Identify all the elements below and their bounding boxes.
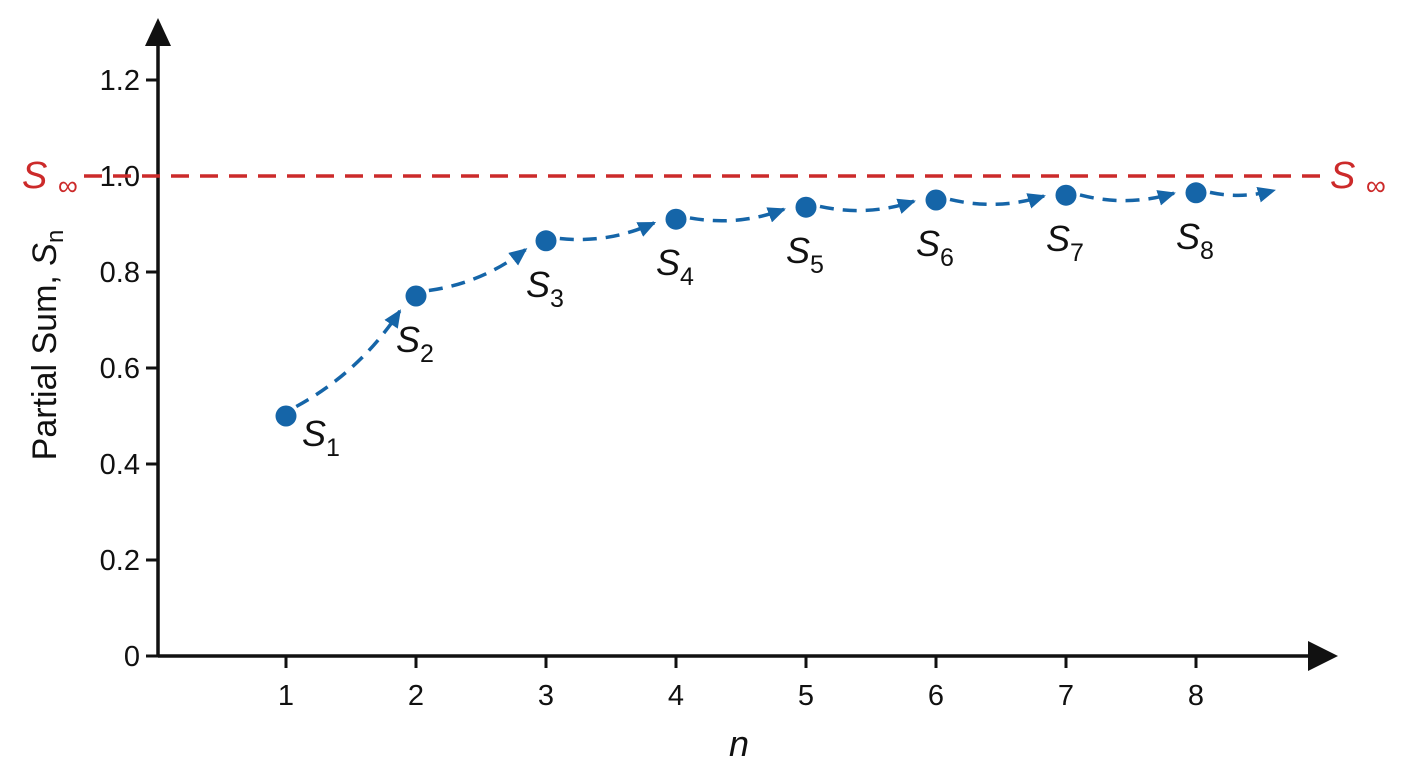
series-connectors (295, 186, 1276, 409)
point-label-symbol: S (526, 264, 550, 305)
data-point (1055, 184, 1077, 206)
y-axis-title: Partial Sum, Sn (26, 230, 69, 461)
point-label: S5 (786, 230, 824, 279)
limit-label-left: S ∞ (22, 155, 78, 201)
y-tick-label: 1.2 (100, 65, 140, 97)
limit-label-right-subscript: ∞ (1366, 170, 1386, 201)
series-connector-arrow (689, 207, 786, 223)
point-label-symbol: S (1046, 218, 1070, 259)
y-axis-title-symbol: S (26, 243, 64, 266)
limit-label-right: S ∞ (1330, 155, 1386, 201)
x-ticks: 1 2 3 4 5 6 7 8 (278, 656, 1204, 712)
point-label-symbol: S (916, 223, 940, 264)
point-label-symbol: S (396, 319, 420, 360)
point-label-symbol: S (656, 242, 680, 283)
point-label-subscript: 8 (1200, 237, 1214, 265)
point-label-subscript: 2 (420, 340, 434, 368)
point-label-symbol: S (302, 413, 326, 454)
point-label-symbol: S (786, 230, 810, 271)
point-label: S4 (656, 242, 694, 291)
y-axis (145, 18, 171, 656)
data-point (405, 285, 427, 307)
data-point (795, 196, 817, 218)
y-tick-label: 0.4 (100, 449, 140, 481)
x-axis-arrowhead (1308, 641, 1338, 671)
series-connector-arrow (1209, 186, 1276, 203)
limit-label-right-symbol: S (1330, 155, 1355, 197)
point-label: S3 (526, 264, 564, 313)
point-label-subscript: 5 (810, 251, 824, 279)
x-tick-label: 3 (538, 680, 554, 712)
point-label-subscript: 1 (326, 434, 340, 462)
series-connector-arrow (428, 248, 528, 293)
series-connector-arrow (559, 221, 657, 242)
x-tick-label: 4 (668, 680, 684, 712)
point-label: S6 (916, 223, 954, 272)
y-tick-label: 0 (124, 641, 140, 673)
point-label-subscript: 7 (1070, 239, 1084, 267)
x-tick-label: 6 (928, 680, 944, 712)
y-axis-arrowhead (145, 18, 171, 46)
point-label-subscript: 3 (550, 285, 564, 313)
x-tick-label: 8 (1188, 680, 1204, 712)
y-tick-label: 0.6 (100, 353, 140, 385)
y-axis-title-text: Partial Sum, (26, 266, 64, 461)
point-label: S1 (302, 413, 340, 462)
point-label: S7 (1046, 218, 1084, 267)
y-ticks: 00.20.40.60.81.01.2 (100, 65, 158, 673)
x-tick-label: 2 (408, 680, 424, 712)
point-label: S8 (1176, 216, 1214, 265)
series-connector-arrow (819, 198, 916, 214)
data-point (925, 189, 947, 211)
data-point (665, 208, 687, 230)
series-connector-arrow (949, 193, 1046, 209)
x-tick-label: 5 (798, 680, 814, 712)
y-tick-label: 0.8 (100, 257, 140, 289)
y-tick-label: 0.2 (100, 545, 140, 577)
limit-label-left-symbol: S (22, 155, 47, 197)
x-tick-label: 7 (1058, 680, 1074, 712)
reference-line-group: S ∞ S ∞ (22, 155, 1386, 201)
x-axis-title: n (729, 723, 749, 764)
point-label-symbol: S (1176, 216, 1200, 257)
x-axis (158, 641, 1338, 671)
limit-label-left-subscript: ∞ (58, 170, 78, 201)
series-connector-arrow (295, 309, 402, 409)
data-point (535, 230, 557, 252)
series-connector-arrow (1079, 190, 1176, 206)
y-axis-title-subscript: n (42, 230, 69, 243)
x-tick-label: 1 (278, 680, 294, 712)
data-point (275, 405, 297, 427)
data-point (1185, 182, 1207, 204)
point-label: S2 (396, 319, 434, 368)
series-points (275, 182, 1207, 427)
point-label-subscript: 6 (940, 244, 954, 272)
point-label-subscript: 4 (680, 263, 694, 291)
